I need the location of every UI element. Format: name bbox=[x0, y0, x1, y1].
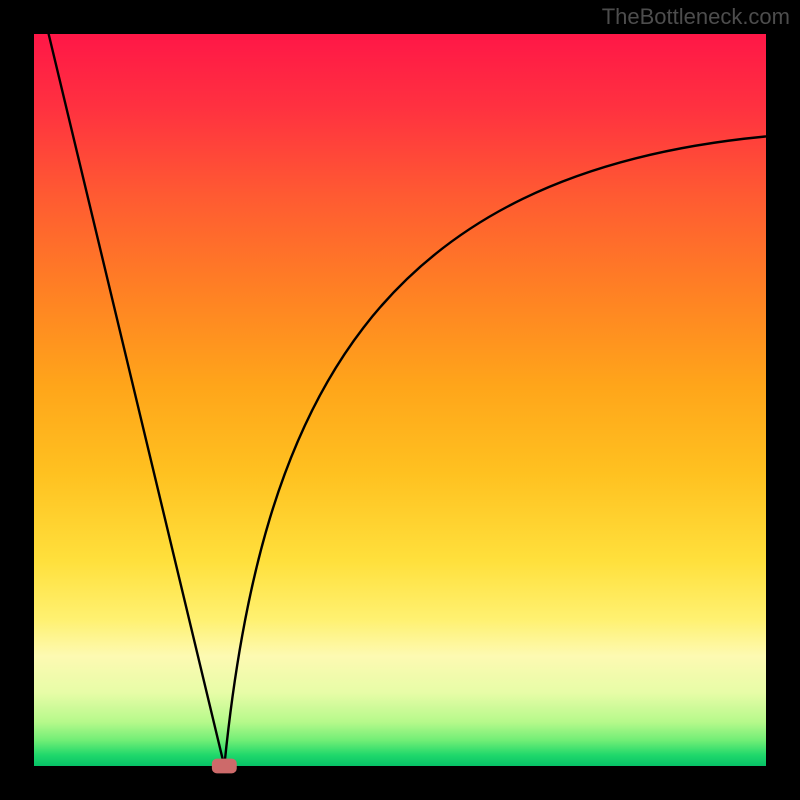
watermark-text: TheBottleneck.com bbox=[602, 4, 790, 29]
chart-root: TheBottleneck.com bbox=[0, 0, 800, 800]
plot-background bbox=[34, 34, 766, 766]
minimum-marker bbox=[212, 759, 237, 774]
bottleneck-chart: TheBottleneck.com bbox=[0, 0, 800, 800]
